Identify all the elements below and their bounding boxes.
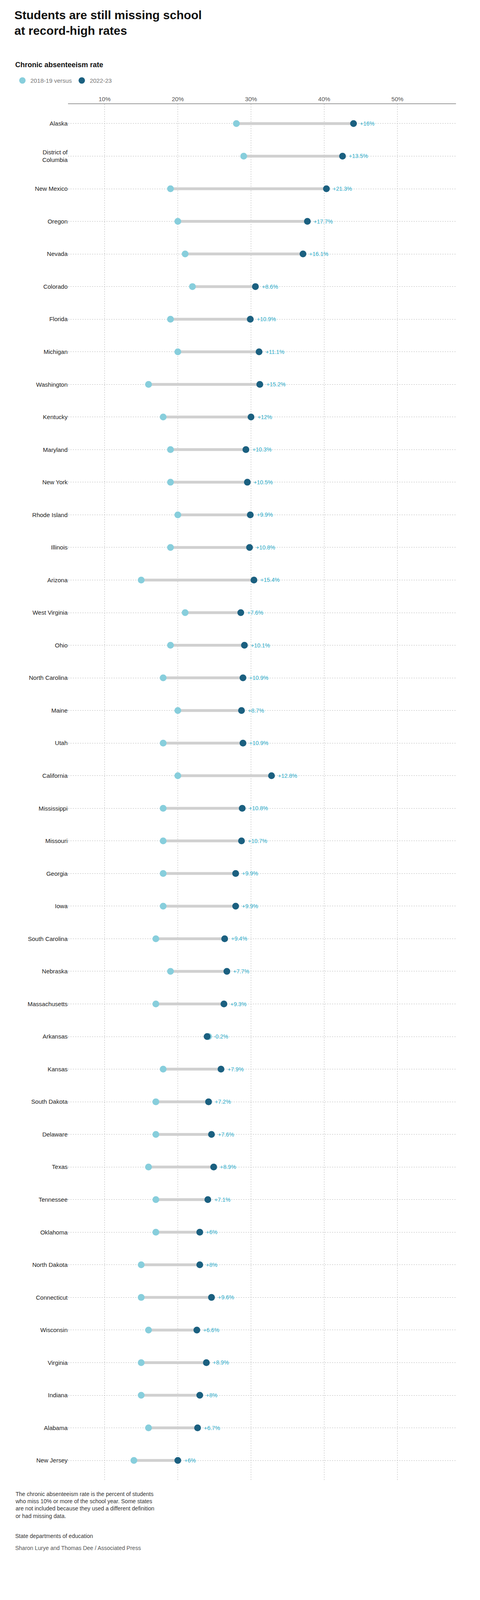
svg-text:40%: 40%: [318, 95, 331, 103]
svg-text:+9.9%: +9.9%: [256, 511, 273, 518]
svg-text:+9.9%: +9.9%: [242, 903, 258, 910]
svg-text:Alaska: Alaska: [49, 120, 68, 127]
svg-text:+16.1%: +16.1%: [309, 250, 329, 258]
svg-text:+15.2%: +15.2%: [266, 381, 286, 388]
svg-text:+7.6%: +7.6%: [218, 1131, 234, 1138]
svg-text:20%: 20%: [172, 95, 184, 103]
svg-text:+8.9%: +8.9%: [212, 1359, 229, 1366]
svg-text:+9.6%: +9.6%: [218, 1294, 234, 1301]
svg-text:Arkansas: Arkansas: [42, 1033, 68, 1040]
svg-text:2022-23: 2022-23: [89, 77, 112, 84]
svg-text:Maryland: Maryland: [42, 446, 68, 454]
svg-text:Indiana: Indiana: [48, 1392, 68, 1399]
svg-text:+11.1%: +11.1%: [265, 348, 285, 356]
svg-text:California: California: [42, 772, 68, 780]
svg-text:Wisconsin: Wisconsin: [40, 1326, 68, 1334]
svg-text:Rhode Island: Rhode Island: [32, 511, 68, 519]
svg-text:+6%: +6%: [184, 1457, 196, 1464]
svg-text:-0.2%: -0.2%: [213, 1033, 229, 1040]
svg-text:+12%: +12%: [257, 414, 272, 421]
svg-text:+7.9%: +7.9%: [227, 1066, 244, 1073]
svg-text:+7.2%: +7.2%: [214, 1098, 231, 1106]
svg-text:Alabama: Alabama: [44, 1424, 68, 1432]
svg-text:Mississippi: Mississippi: [38, 805, 68, 812]
svg-text:Utah: Utah: [54, 739, 68, 747]
svg-text:+8.9%: +8.9%: [220, 1164, 236, 1171]
svg-text:+10.3%: +10.3%: [252, 446, 272, 453]
svg-text:Washington: Washington: [36, 381, 68, 388]
svg-text:Tennessee: Tennessee: [38, 1196, 68, 1204]
svg-text:Missouri: Missouri: [45, 837, 68, 845]
svg-text:+9.9%: +9.9%: [242, 870, 258, 877]
svg-text:District ofColumbia: District ofColumbia: [42, 148, 68, 164]
svg-text:+21.3%: +21.3%: [332, 185, 352, 192]
svg-text:Michigan: Michigan: [43, 348, 68, 356]
svg-text:North Dakota: North Dakota: [32, 1261, 68, 1269]
svg-text:+17.7%: +17.7%: [313, 218, 333, 225]
svg-text:+8%: +8%: [206, 1392, 218, 1399]
svg-text:+13.5%: +13.5%: [348, 152, 368, 160]
svg-text:New Mexico: New Mexico: [34, 185, 68, 192]
svg-text:Kentucky: Kentucky: [42, 413, 68, 421]
svg-text:+10.9%: +10.9%: [249, 740, 269, 747]
svg-text:+10.7%: +10.7%: [248, 838, 268, 845]
svg-text:West Virginia: West Virginia: [32, 609, 68, 616]
svg-text:Texas: Texas: [52, 1163, 68, 1171]
svg-text:Students are still missing sch: Students are still missing schoolat reco…: [14, 8, 202, 38]
svg-text:+16%: +16%: [360, 120, 375, 127]
svg-text:+9.4%: +9.4%: [231, 935, 248, 942]
svg-text:+10.8%: +10.8%: [248, 805, 268, 812]
svg-text:+8.6%: +8.6%: [262, 283, 278, 290]
svg-text:Chronic absenteeism rate: Chronic absenteeism rate: [15, 60, 104, 69]
svg-text:Georgia: Georgia: [46, 870, 68, 878]
svg-text:Delaware: Delaware: [42, 1131, 68, 1138]
svg-text:2018-19 versus: 2018-19 versus: [30, 77, 72, 84]
svg-text:New York: New York: [42, 478, 68, 486]
svg-text:+6%: +6%: [206, 1229, 218, 1236]
svg-text:North Carolina: North Carolina: [28, 674, 68, 682]
svg-text:50%: 50%: [391, 95, 404, 103]
svg-text:Maine: Maine: [51, 707, 68, 714]
svg-text:Kansas: Kansas: [47, 1066, 68, 1073]
svg-text:Massachusetts: Massachusetts: [27, 1000, 68, 1008]
svg-text:Virginia: Virginia: [47, 1359, 68, 1367]
svg-text:+8%: +8%: [206, 1262, 218, 1269]
svg-text:+6.7%: +6.7%: [204, 1425, 220, 1432]
svg-text:+7.7%: +7.7%: [233, 968, 250, 975]
svg-text:Colorado: Colorado: [43, 283, 68, 290]
svg-text:+7.6%: +7.6%: [247, 609, 264, 616]
svg-text:South Carolina: South Carolina: [28, 935, 68, 943]
svg-text:Nebraska: Nebraska: [42, 968, 68, 975]
svg-text:Florida: Florida: [49, 315, 68, 323]
svg-text:+10.9%: +10.9%: [256, 316, 276, 323]
svg-text:New Jersey: New Jersey: [36, 1457, 68, 1464]
svg-text:South Dakota: South Dakota: [31, 1098, 68, 1106]
svg-text:The chronic absenteeism rate i: The chronic absenteeism rate is the perc…: [15, 1491, 155, 1520]
svg-text:State departments of education: State departments of education: [15, 1533, 94, 1540]
svg-text:+8.7%: +8.7%: [248, 707, 264, 714]
svg-text:Oregon: Oregon: [47, 218, 68, 225]
svg-text:Nevada: Nevada: [46, 250, 68, 258]
svg-text:+10.1%: +10.1%: [250, 642, 270, 649]
svg-text:Oklahoma: Oklahoma: [40, 1229, 68, 1236]
svg-text:+10.5%: +10.5%: [253, 479, 273, 486]
svg-text:+9.3%: +9.3%: [230, 1001, 247, 1008]
svg-text:Iowa: Iowa: [54, 902, 68, 910]
svg-text:Connecticut: Connecticut: [36, 1294, 68, 1302]
svg-text:30%: 30%: [245, 95, 258, 103]
svg-text:+10.8%: +10.8%: [256, 544, 276, 551]
svg-text:+10.9%: +10.9%: [249, 674, 269, 682]
svg-text:+7.1%: +7.1%: [214, 1196, 231, 1204]
svg-text:Sharon Lurye and Thomas Dee /: Sharon Lurye and Thomas Dee / Associated…: [15, 1545, 141, 1552]
svg-text:Ohio: Ohio: [54, 642, 68, 649]
svg-text:Arizona: Arizona: [47, 576, 68, 584]
svg-text:10%: 10%: [98, 95, 111, 103]
svg-text:+15.4%: +15.4%: [260, 576, 280, 584]
svg-text:+6.6%: +6.6%: [203, 1327, 220, 1334]
svg-text:+12.8%: +12.8%: [278, 772, 298, 780]
svg-text:Illinois: Illinois: [50, 544, 68, 551]
